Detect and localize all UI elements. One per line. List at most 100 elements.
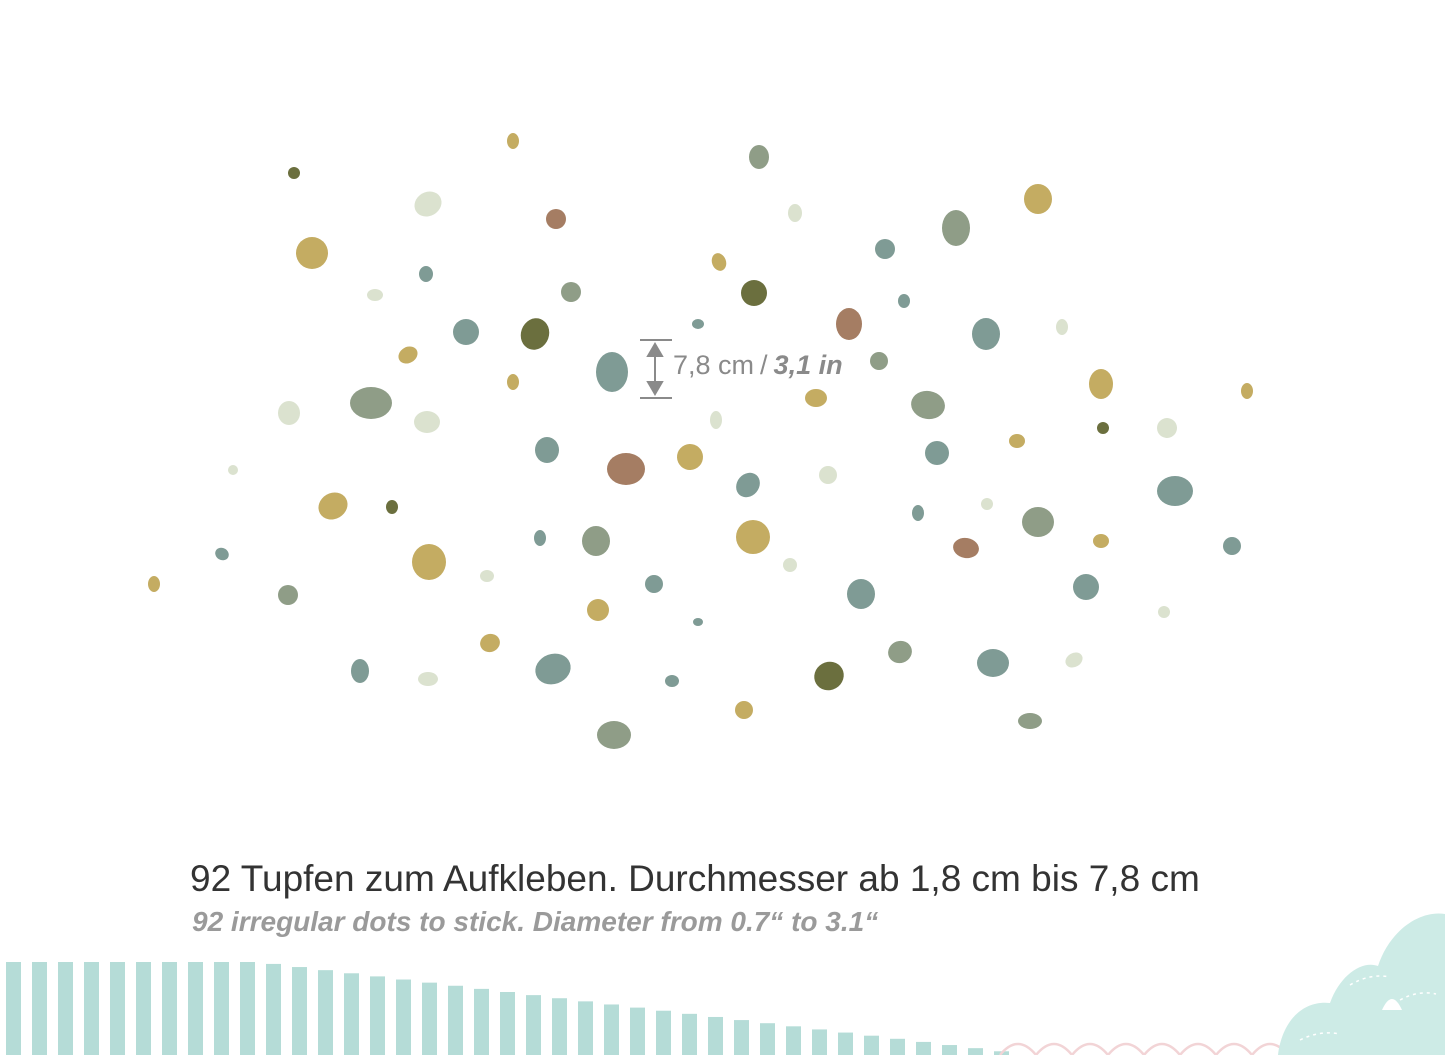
stripe bbox=[708, 1016, 723, 1055]
dot bbox=[819, 466, 837, 484]
dot bbox=[398, 346, 418, 364]
stripe bbox=[786, 1026, 801, 1055]
stripe bbox=[110, 962, 125, 1055]
dot bbox=[367, 289, 383, 301]
dot bbox=[350, 387, 392, 419]
dot bbox=[386, 500, 398, 514]
dot bbox=[278, 585, 298, 605]
stripe bbox=[370, 976, 385, 1055]
dots-layer bbox=[148, 133, 1253, 749]
dot bbox=[296, 237, 328, 269]
dot bbox=[414, 411, 440, 433]
stripe bbox=[968, 1048, 983, 1055]
stripe bbox=[500, 992, 515, 1055]
dot bbox=[148, 576, 160, 592]
dimension-arrow bbox=[640, 339, 672, 399]
dot bbox=[535, 653, 571, 685]
stripe bbox=[292, 967, 307, 1055]
dot bbox=[888, 640, 912, 664]
dot bbox=[977, 649, 1009, 677]
stripe bbox=[84, 962, 99, 1055]
stripe bbox=[578, 1001, 593, 1055]
dot bbox=[736, 520, 770, 554]
dot bbox=[1158, 606, 1170, 618]
caption-german: 92 Tupfen zum Aufkleben. Durchmesser ab … bbox=[190, 858, 1200, 899]
stripe bbox=[448, 985, 463, 1055]
stripe bbox=[58, 962, 73, 1055]
dot bbox=[480, 570, 494, 582]
stripe bbox=[942, 1045, 957, 1055]
dot bbox=[507, 133, 519, 149]
dimension-separator: / bbox=[760, 350, 768, 380]
dot bbox=[351, 659, 369, 683]
dot bbox=[741, 280, 767, 306]
dot bbox=[535, 437, 559, 463]
stripe bbox=[864, 1035, 879, 1055]
dot bbox=[645, 575, 663, 593]
dimension-imperial: 3,1 in bbox=[773, 350, 843, 380]
dot bbox=[847, 579, 875, 609]
dot bbox=[1056, 319, 1068, 335]
dot bbox=[215, 547, 229, 561]
dot bbox=[788, 204, 802, 222]
stripe bbox=[838, 1032, 853, 1055]
dot bbox=[597, 721, 631, 749]
stripe bbox=[682, 1013, 697, 1055]
dot bbox=[480, 633, 500, 653]
dot bbox=[875, 239, 895, 259]
stripe bbox=[136, 962, 151, 1055]
dot bbox=[607, 453, 645, 485]
dot bbox=[1022, 507, 1054, 537]
dot bbox=[418, 672, 438, 686]
dot bbox=[1073, 574, 1099, 600]
dot bbox=[749, 145, 769, 169]
dot bbox=[520, 318, 550, 350]
stripe bbox=[188, 962, 203, 1055]
dot bbox=[1009, 434, 1025, 448]
dot bbox=[805, 389, 827, 407]
stripe bbox=[552, 998, 567, 1055]
dot bbox=[1093, 534, 1109, 548]
dot bbox=[942, 210, 970, 246]
dot bbox=[814, 661, 844, 691]
dot bbox=[318, 492, 348, 520]
stripe bbox=[32, 962, 47, 1055]
dot bbox=[870, 352, 888, 370]
dot bbox=[710, 411, 722, 429]
stripe bbox=[240, 962, 255, 1055]
dot bbox=[677, 444, 703, 470]
stripe bbox=[812, 1029, 827, 1055]
dot bbox=[711, 253, 727, 271]
stripe bbox=[344, 973, 359, 1055]
dot bbox=[735, 701, 753, 719]
stripe bbox=[422, 982, 437, 1055]
dot bbox=[692, 319, 704, 329]
dot bbox=[693, 618, 703, 626]
dot bbox=[414, 191, 442, 217]
dot bbox=[278, 401, 300, 425]
dot bbox=[561, 282, 581, 302]
dot bbox=[1089, 369, 1113, 399]
dot bbox=[783, 558, 797, 572]
stripe bbox=[734, 1020, 749, 1055]
dot bbox=[981, 498, 993, 510]
dot bbox=[911, 390, 945, 420]
stripe bbox=[474, 988, 489, 1055]
caption-english: 92 irregular dots to stick. Diameter fro… bbox=[192, 906, 879, 937]
stripe bbox=[6, 962, 21, 1055]
decorative-scallops bbox=[999, 1042, 1289, 1055]
dot bbox=[582, 526, 610, 556]
stripe bbox=[890, 1038, 905, 1055]
dot bbox=[953, 537, 979, 559]
dot bbox=[1157, 476, 1193, 506]
dot bbox=[972, 318, 1000, 350]
dot bbox=[736, 472, 760, 498]
dot bbox=[596, 352, 628, 392]
stripe bbox=[396, 979, 411, 1055]
stripe bbox=[916, 1041, 931, 1055]
stripe bbox=[604, 1004, 619, 1055]
dot bbox=[546, 209, 566, 229]
dot bbox=[412, 544, 446, 580]
dot bbox=[1097, 422, 1109, 434]
dot bbox=[507, 374, 519, 390]
